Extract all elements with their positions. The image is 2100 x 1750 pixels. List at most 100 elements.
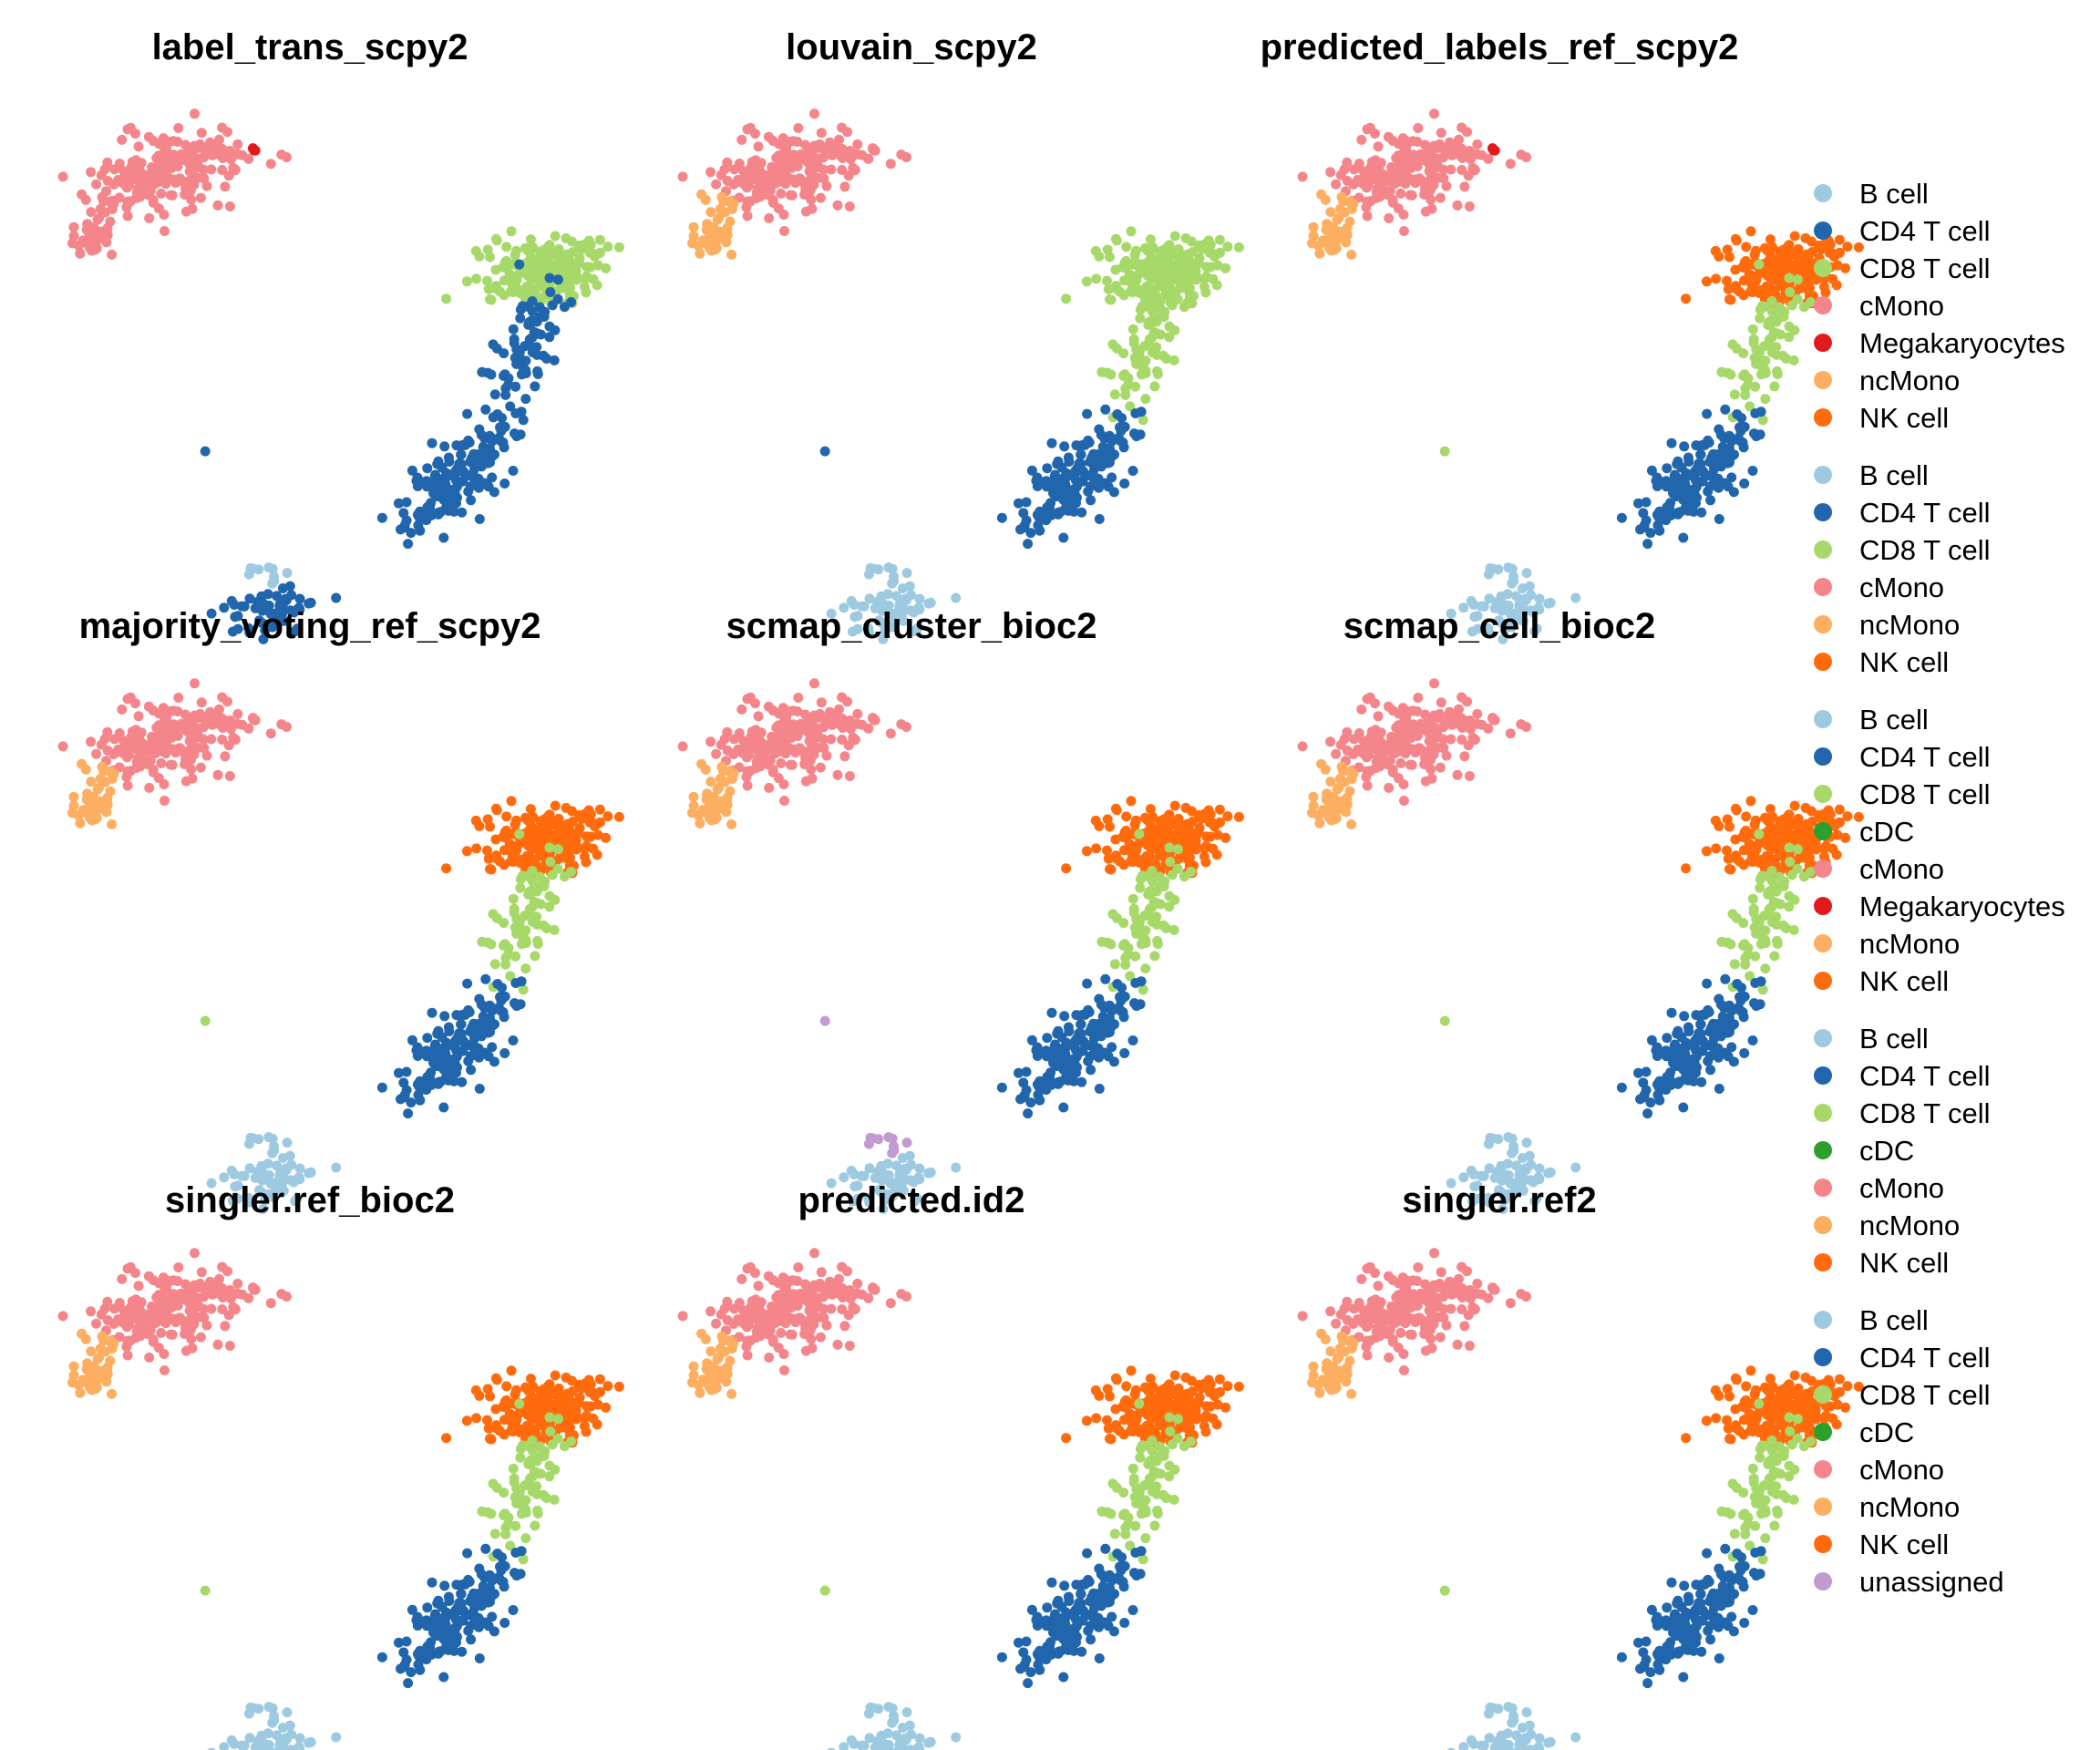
cell-point [258,633,269,644]
cell-point [149,748,160,758]
cell-point [499,1012,510,1023]
cell-point [526,821,537,831]
cell-point [1148,284,1158,295]
cell-point [821,180,832,191]
cell-point [1333,801,1343,812]
cell-point [839,181,850,192]
cell-point [505,401,516,412]
cell-point [218,1288,229,1299]
cell-point [1428,140,1439,151]
cell-point [1200,857,1211,868]
cell-point [96,170,107,180]
cell-point [1052,458,1063,469]
cell-point [1214,804,1225,815]
cell-point [121,202,132,212]
cell-point [1338,766,1348,777]
cell-point [1152,939,1163,949]
cell-point [1099,1003,1110,1014]
cell-point [1205,239,1216,250]
cell-point [1441,180,1452,191]
cell-point [1059,475,1070,486]
cell-point [1354,728,1364,738]
cell-point [1094,1084,1105,1094]
cell-point [1384,212,1395,223]
cell-point [501,242,512,252]
cell-point [1364,750,1374,760]
cell-point [499,348,510,359]
cell-point [742,211,753,221]
cell-point [1445,718,1456,729]
cell-point [1384,782,1395,793]
cell-point [1452,769,1463,780]
cell-point [495,992,505,1003]
cell-point [695,818,705,829]
cell-point [148,765,159,775]
cell-point [286,1159,297,1170]
cell-point [1755,882,1765,893]
cell-point [276,149,287,160]
cell-point [592,849,602,860]
cell-point [688,791,699,802]
cell-point [294,1163,305,1174]
cell-point [1483,723,1494,734]
cell-point [1738,918,1749,929]
cell-point [602,242,613,252]
cell-point [885,159,896,170]
cell-point [1076,507,1087,518]
cell-point [1082,978,1093,989]
cell-point [677,171,688,182]
cell-point [443,1065,454,1076]
cell-point [613,811,624,822]
cell-point [1662,1072,1673,1082]
cell-point [195,192,206,203]
cell-point [466,495,477,506]
cell-point [1389,179,1400,189]
cell-point [1042,502,1053,512]
cell-point [482,1384,493,1395]
cell-point [276,1289,287,1300]
cell-point [1204,247,1215,258]
cell-point [1401,171,1412,182]
cell-point [550,324,561,335]
cell-point [1457,149,1468,160]
cell-point [401,497,412,508]
cell-point [491,805,502,816]
cell-point [1135,999,1146,1010]
cell-point [516,976,527,987]
cell-point [780,145,791,156]
cell-point [1758,290,1769,301]
cell-point [205,718,216,729]
cell-point [195,1332,206,1343]
cell-point [465,1051,476,1062]
cell-point [165,759,176,770]
cell-point [852,139,863,149]
cell-point [86,777,97,788]
cell-point [1356,704,1367,715]
cell-point [901,568,912,579]
cell-point [1364,180,1374,190]
panel-majority_voting_ref_scpy2: majority_voting_ref_scpy2 [57,606,624,1214]
cell-point [398,508,409,519]
cell-point [1791,820,1802,830]
cell-point [1151,898,1162,909]
cell-point [196,697,207,708]
cell-point [153,150,164,161]
cell-point [1053,509,1064,520]
cell-point [826,164,837,175]
cell-point [1710,815,1721,826]
cell-point [767,195,778,205]
cell-point [1435,762,1446,773]
cell-point [1745,796,1756,807]
cell-point [439,1011,450,1022]
cell-point [1472,708,1483,719]
cell-point [1105,443,1115,454]
cell-point [86,736,97,747]
cell-point [164,1294,175,1305]
cell-point [1325,736,1336,747]
cell-point [528,284,539,295]
cell-point [1046,438,1057,448]
cell-point [852,708,863,719]
cell-point [232,139,243,149]
cell-point [463,1004,474,1015]
cell-point [718,766,728,777]
